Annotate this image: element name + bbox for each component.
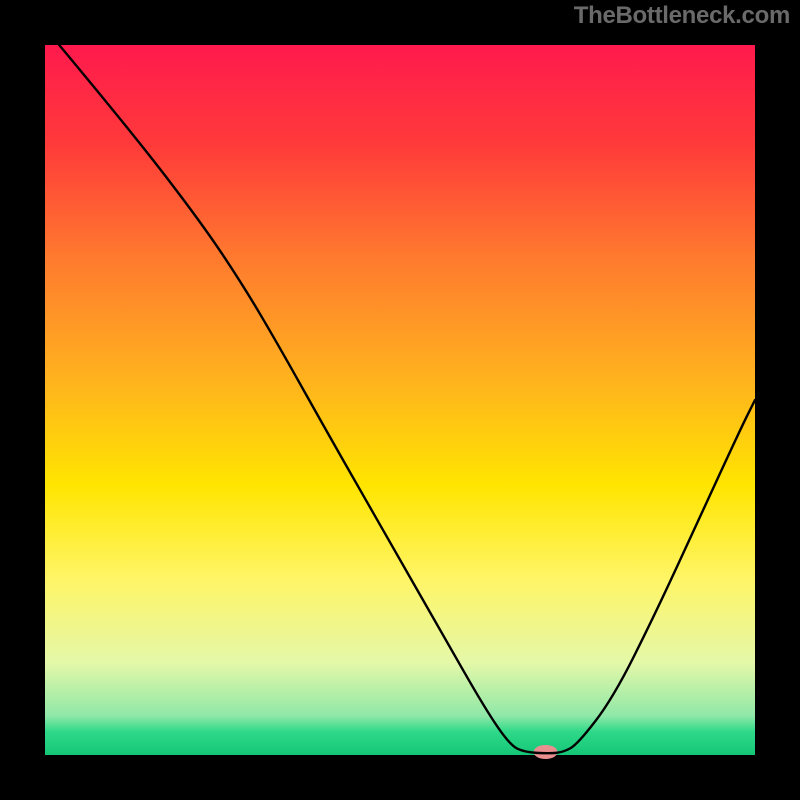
chart-canvas: TheBottleneck.com	[0, 0, 800, 800]
watermark-text: TheBottleneck.com	[574, 2, 790, 30]
chart-background	[45, 45, 755, 755]
bottleneck-chart	[0, 0, 800, 800]
